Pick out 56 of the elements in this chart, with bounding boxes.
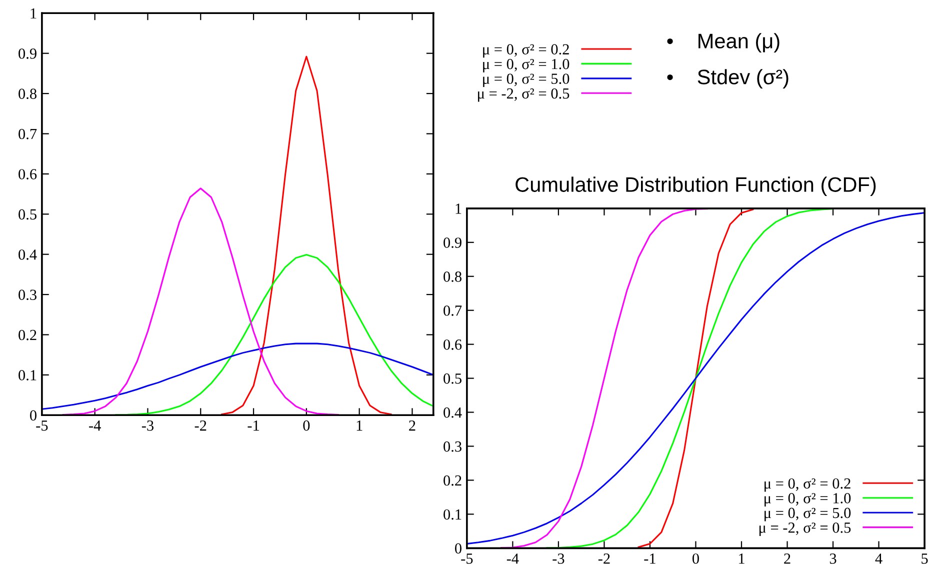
x-tick-label: -5 [36,420,48,431]
y-tick-label: 0.8 [18,88,36,100]
y-tick-label: 0.3 [444,441,462,452]
x-tick-label: -4 [506,554,519,564]
x-tick-label: -4 [89,420,101,431]
line-series [638,208,754,548]
y-tick-label: 0.7 [18,128,37,140]
y-tick-label: 0.5 [18,209,36,220]
x-tick-label: 3 [830,554,836,564]
text: • Stdev (σ²) [667,69,788,88]
x-tick-label: 1 [356,420,362,431]
legend-label: μ = -2, σ² = 0.5 [759,522,851,536]
legend-label: μ = 0, σ² = 1.0 [764,493,851,506]
legend-label: μ = 0, σ² = 0.2 [483,44,569,58]
legend-label: μ = 0, σ² = 5.0 [483,74,570,88]
legend-label: μ = 0, σ² = 5.0 [764,508,851,522]
x-tick-label: -2 [598,554,610,564]
y-tick-label: 0.7 [444,305,462,316]
x-tick-label: -1 [644,554,656,564]
x-tick-label: 1 [739,554,744,564]
y-tick-label: 0.1 [18,370,36,380]
y-tick-label: 0.4 [18,249,37,260]
text: • Mean (μ) [667,33,780,53]
y-tick-label: 0.9 [444,238,462,248]
x-tick-label: -3 [142,420,154,431]
y-tick-label: 1 [30,8,36,18]
y-tick-label: 0 [30,410,36,421]
y-tick-label: 0.3 [18,290,36,300]
y-tick-label: 0.5 [444,373,462,384]
chart-title: Cumulative Distribution Function (CDF) [516,176,876,196]
line-series [466,212,925,545]
legend-label: μ = -2, σ² = 0.5 [478,88,570,102]
x-tick-label: -2 [194,420,206,431]
y-tick-label: 0.2 [18,330,36,340]
y-tick-label: 0.9 [18,48,36,59]
x-tick-label: 4 [875,554,882,564]
x-tick-label: 2 [409,420,416,431]
legend-label: μ = 0, σ² = 0.2 [764,478,850,492]
x-tick-label: 2 [784,554,790,564]
x-tick-label: 5 [922,554,928,564]
y-tick-label: 0.6 [18,169,37,180]
y-tick-label: 0 [455,543,462,554]
line-series [42,342,434,410]
x-tick-label: -1 [248,420,259,431]
y-tick-label: 0.6 [444,339,462,350]
x-tick-label: -3 [552,554,564,564]
y-tick-label: 0.1 [444,509,462,520]
y-tick-label: 0.2 [444,475,462,486]
x-tick-label: -5 [461,554,473,564]
x-tick-label: 0 [692,553,699,564]
x-tick-label: 0 [303,420,310,431]
y-tick-label: 0.4 [444,407,462,418]
y-tick-label: 0.8 [444,272,462,282]
legend-label: μ = 0, σ² = 1.0 [483,58,570,72]
line-series [221,56,392,416]
y-tick-label: 1 [456,204,462,214]
